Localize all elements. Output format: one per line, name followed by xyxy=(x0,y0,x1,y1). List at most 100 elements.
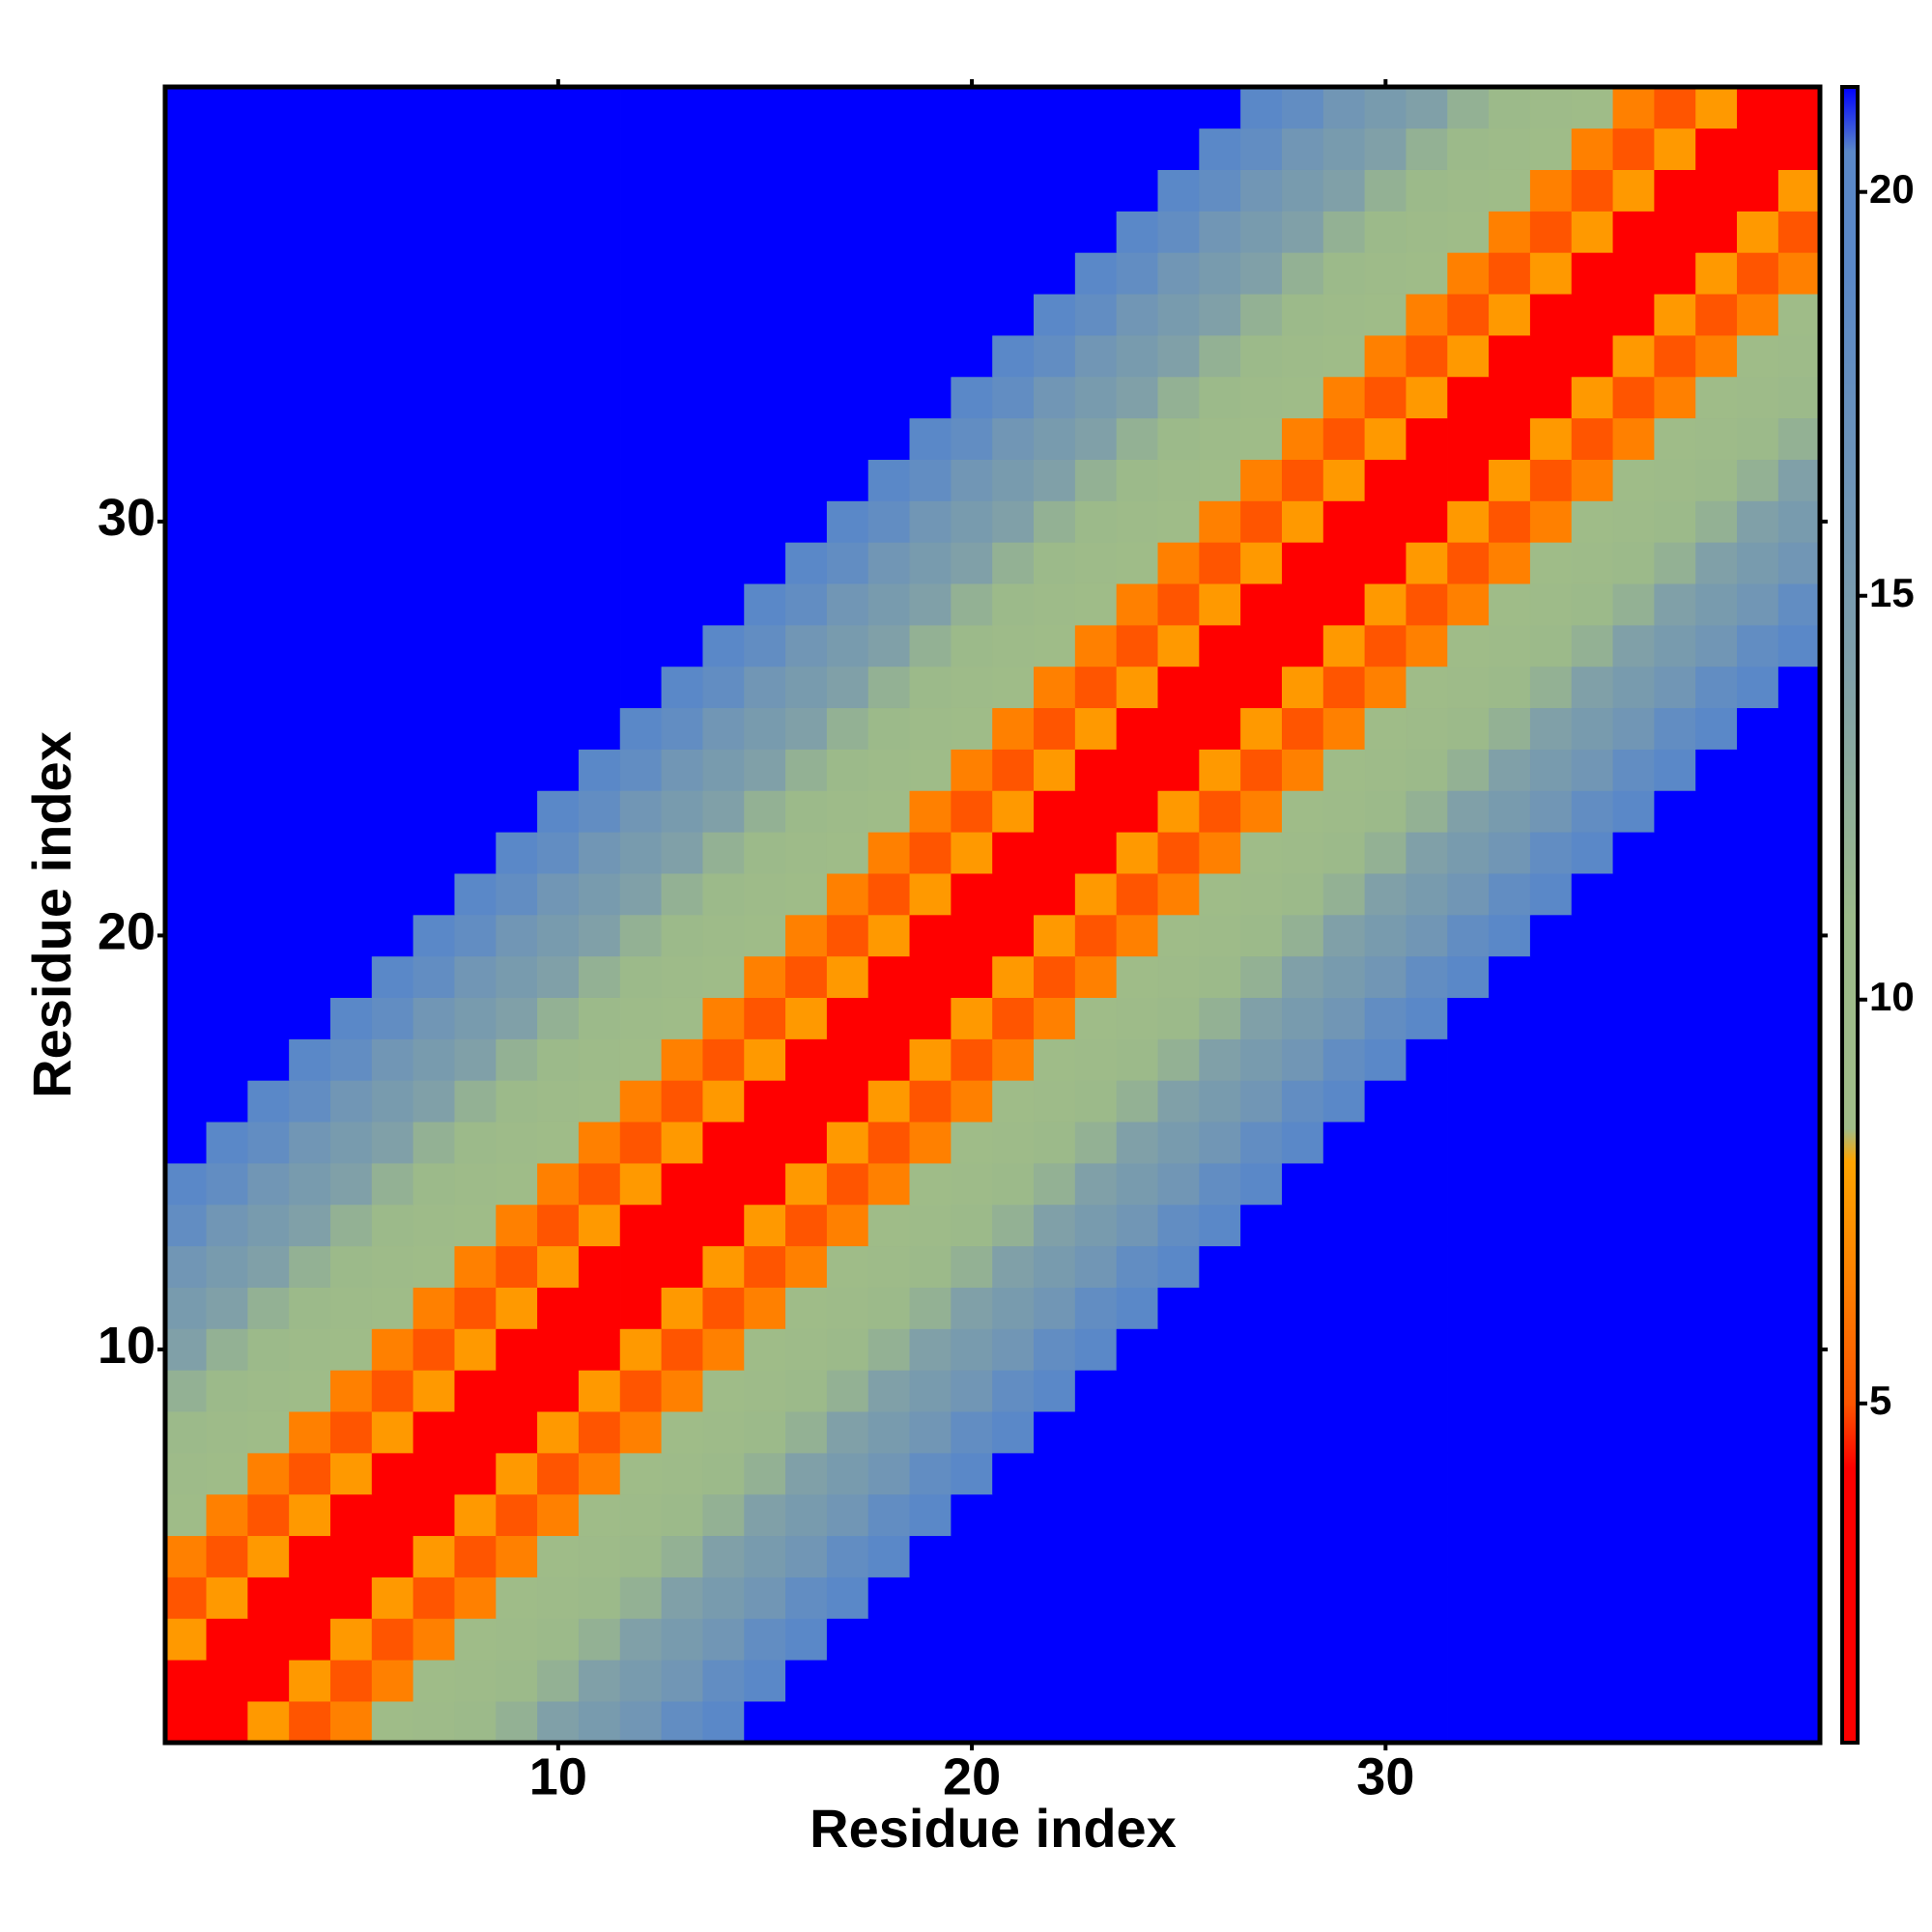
heatmap-cell xyxy=(992,666,1035,709)
heatmap-cell xyxy=(785,707,828,750)
heatmap-cell xyxy=(329,997,373,1039)
heatmap-cell xyxy=(1737,293,1779,336)
heatmap-cell xyxy=(702,1410,745,1454)
heatmap-cell xyxy=(909,914,952,957)
heatmap-cell xyxy=(992,914,1035,957)
heatmap-cell xyxy=(1654,914,1696,957)
heatmap-cell xyxy=(1447,1287,1490,1329)
heatmap-cell xyxy=(1489,955,1531,998)
heatmap-cell xyxy=(619,1660,663,1702)
heatmap-cell xyxy=(1406,1038,1448,1081)
heatmap-cell xyxy=(371,1535,414,1577)
heatmap-cell xyxy=(454,1493,497,1537)
heatmap-cell xyxy=(1612,1577,1656,1619)
heatmap-cell xyxy=(454,1204,497,1247)
heatmap-cell xyxy=(619,1038,663,1081)
heatmap-cell xyxy=(1364,252,1407,295)
heatmap-cell xyxy=(826,334,869,378)
heatmap-cell xyxy=(785,955,828,998)
heatmap-cell xyxy=(1447,1410,1490,1454)
heatmap-cell xyxy=(785,1287,828,1329)
heatmap-cell xyxy=(329,293,373,336)
heatmap-cell xyxy=(1034,1328,1076,1371)
heatmap-cell xyxy=(1571,831,1614,874)
heatmap-cell xyxy=(1116,1162,1159,1206)
heatmap-cell xyxy=(1489,1535,1531,1577)
heatmap-cell xyxy=(329,666,373,709)
heatmap-cell xyxy=(826,831,869,874)
heatmap-cell xyxy=(1489,1204,1531,1247)
heatmap-cell xyxy=(371,417,414,460)
heatmap-cell xyxy=(329,1660,373,1702)
heatmap-cell xyxy=(744,582,786,626)
heatmap-cell xyxy=(744,376,786,419)
heatmap-cell xyxy=(371,252,414,295)
heatmap-cell xyxy=(1612,1245,1656,1288)
heatmap-cell xyxy=(412,582,456,626)
heatmap-cell xyxy=(1199,914,1241,957)
heatmap-cell xyxy=(702,169,745,212)
y-tick-label: 20 xyxy=(98,903,156,961)
heatmap-cell xyxy=(661,1245,704,1288)
heatmap-cell xyxy=(289,1162,331,1206)
heatmap-cell xyxy=(1447,955,1490,998)
heatmap-cell xyxy=(1777,749,1821,791)
heatmap-cell xyxy=(1654,1700,1696,1744)
heatmap-cell xyxy=(702,1121,745,1164)
heatmap-cell xyxy=(496,86,538,129)
heatmap-cell xyxy=(289,1328,331,1371)
heatmap-cell xyxy=(1489,1452,1531,1495)
heatmap-cell xyxy=(1034,376,1076,419)
heatmap-cell xyxy=(412,252,456,295)
heatmap-cell xyxy=(1447,707,1490,750)
heatmap-cell xyxy=(867,1700,911,1744)
heatmap-cell xyxy=(329,1080,373,1122)
heatmap-cell xyxy=(951,749,993,791)
heatmap-cell xyxy=(1695,1287,1738,1329)
heatmap-cell xyxy=(537,872,580,916)
heatmap-cell xyxy=(1406,293,1448,336)
heatmap-cell xyxy=(1074,582,1118,626)
heatmap-cell xyxy=(1737,1080,1779,1122)
heatmap-cell xyxy=(1199,500,1241,543)
heatmap-cell xyxy=(1074,128,1118,171)
heatmap-cell xyxy=(1281,1493,1324,1537)
heatmap-cell xyxy=(412,997,456,1039)
heatmap-cell xyxy=(537,1204,580,1247)
heatmap-cell xyxy=(537,955,580,998)
heatmap-cell xyxy=(1654,1080,1696,1122)
heatmap-cell xyxy=(1654,1493,1696,1537)
heatmap-cell xyxy=(1612,1370,1656,1412)
heatmap-cell xyxy=(1157,1660,1200,1702)
heatmap-cell xyxy=(371,707,414,750)
heatmap-cell xyxy=(1281,1287,1324,1329)
heatmap-cell xyxy=(412,707,456,750)
heatmap-cell xyxy=(909,1287,952,1329)
heatmap-cell xyxy=(1364,997,1407,1039)
heatmap-cell xyxy=(1281,1204,1324,1247)
heatmap-cell xyxy=(206,749,248,791)
heatmap-cell xyxy=(1281,334,1324,378)
heatmap-cell xyxy=(1612,128,1656,171)
heatmap-cell xyxy=(289,955,331,998)
heatmap-cell xyxy=(1406,707,1448,750)
heatmap-cell xyxy=(826,459,869,501)
heatmap-cell xyxy=(1157,334,1200,378)
heatmap-cell xyxy=(1777,624,1821,668)
heatmap-cell xyxy=(206,459,248,501)
heatmap-cell xyxy=(1529,169,1573,212)
heatmap-cell xyxy=(1654,831,1696,874)
heatmap-cell xyxy=(1489,749,1531,791)
heatmap-cell xyxy=(412,666,456,709)
heatmap-cell xyxy=(1737,582,1779,626)
heatmap-cell xyxy=(371,542,414,584)
heatmap-cell xyxy=(537,749,580,791)
heatmap-cell xyxy=(1199,1493,1241,1537)
heatmap-cell xyxy=(289,1410,331,1454)
heatmap-cell xyxy=(1447,1038,1490,1081)
heatmap-cell xyxy=(826,1245,869,1288)
heatmap-cell xyxy=(537,459,580,501)
heatmap-cell xyxy=(909,1328,952,1371)
heatmap-cell xyxy=(454,997,497,1039)
heatmap-cell xyxy=(289,707,331,750)
